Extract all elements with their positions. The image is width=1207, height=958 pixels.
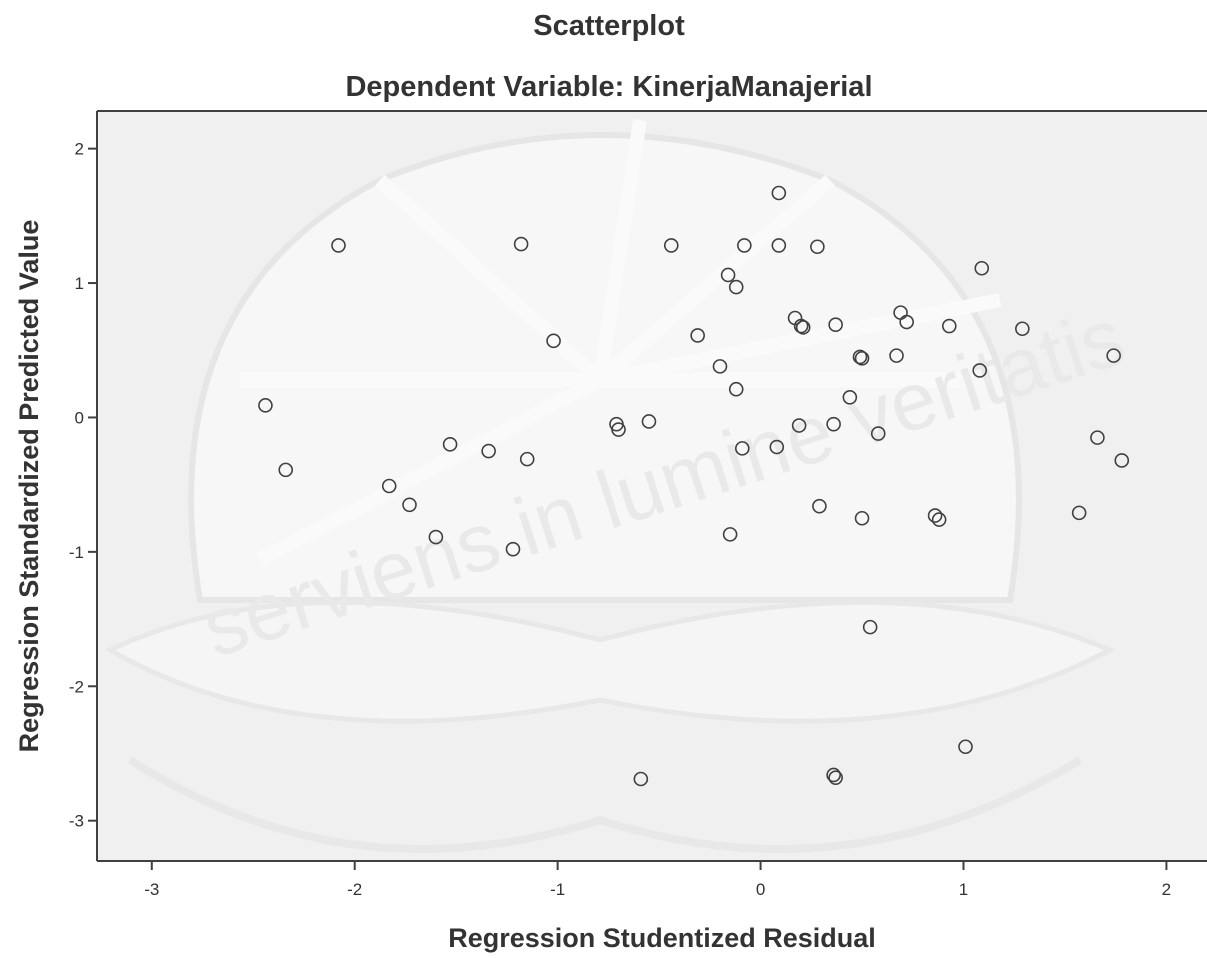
data-point	[720, 267, 736, 283]
data-point	[728, 279, 744, 295]
data-point	[728, 381, 744, 397]
data-point	[402, 497, 417, 513]
data-point	[862, 619, 878, 635]
data-point	[663, 238, 679, 253]
data-point	[812, 498, 827, 514]
x-axis-title: Regression Studentized Residual	[448, 923, 876, 953]
data-point	[641, 414, 657, 429]
data-point	[481, 443, 496, 459]
y-axis-ticks: 2 1 0 -1 -2 -3	[69, 140, 97, 831]
data-point	[810, 239, 825, 255]
data-point	[1071, 505, 1087, 521]
data-point	[793, 318, 809, 334]
data-point	[505, 541, 521, 557]
y-tick-label: -1	[69, 543, 84, 562]
data-point	[927, 508, 943, 523]
chart-subtitle: Dependent Variable: KinerjaManajerial	[345, 71, 872, 103]
data-point	[826, 416, 841, 432]
data-point	[854, 510, 870, 526]
data-point	[771, 185, 787, 201]
y-tick-label: -2	[69, 677, 84, 696]
x-tick-label: -1	[550, 880, 565, 899]
data-point	[278, 462, 294, 478]
data-point	[633, 771, 649, 787]
x-tick-label: -3	[144, 880, 159, 899]
data-point	[331, 238, 346, 253]
y-tick-label: 0	[75, 408, 84, 427]
data-point	[795, 320, 811, 335]
y-tick-label: 2	[75, 140, 84, 159]
data-point	[769, 439, 785, 455]
data-point	[1090, 430, 1105, 445]
data-point	[791, 418, 807, 433]
data-point	[854, 351, 870, 366]
data-point	[381, 478, 397, 494]
y-tick-label: -3	[69, 812, 84, 831]
x-tick-label: 0	[756, 880, 765, 899]
data-point	[258, 398, 273, 413]
data-point	[513, 236, 529, 252]
x-tick-label: -2	[347, 880, 362, 899]
data-point	[931, 512, 947, 527]
data-point	[771, 238, 787, 253]
data-point	[690, 328, 705, 343]
data-point	[428, 529, 444, 545]
data-point	[1015, 321, 1030, 337]
data-point	[722, 527, 738, 542]
x-tick-label: 2	[1162, 880, 1171, 899]
data-point	[1114, 453, 1130, 468]
data-point	[941, 318, 957, 334]
y-tick-label: 1	[75, 274, 84, 293]
data-point	[889, 348, 904, 363]
data-point	[712, 359, 728, 374]
data-point	[974, 260, 990, 276]
data-point	[826, 767, 841, 783]
scatter-points	[258, 185, 1130, 787]
data-point	[852, 349, 868, 365]
data-point	[519, 451, 535, 467]
data-point	[899, 314, 914, 330]
data-point	[737, 238, 752, 253]
y-axis-title: Regression Standardized Predicted Value	[14, 220, 44, 753]
data-point	[442, 437, 458, 452]
data-point	[828, 317, 843, 333]
x-tick-label: 1	[959, 880, 968, 899]
data-point	[828, 770, 843, 785]
data-point	[546, 333, 561, 349]
chart-title: Scatterplot	[533, 10, 685, 42]
x-axis-ticks: -3 -2 -1 0 1 2	[144, 861, 1171, 899]
data-point	[1106, 348, 1121, 363]
data-point	[958, 739, 973, 755]
data-point	[735, 441, 750, 456]
data-point	[842, 389, 858, 405]
data-point	[972, 363, 988, 378]
data-point	[611, 422, 626, 437]
data-point	[870, 426, 886, 441]
